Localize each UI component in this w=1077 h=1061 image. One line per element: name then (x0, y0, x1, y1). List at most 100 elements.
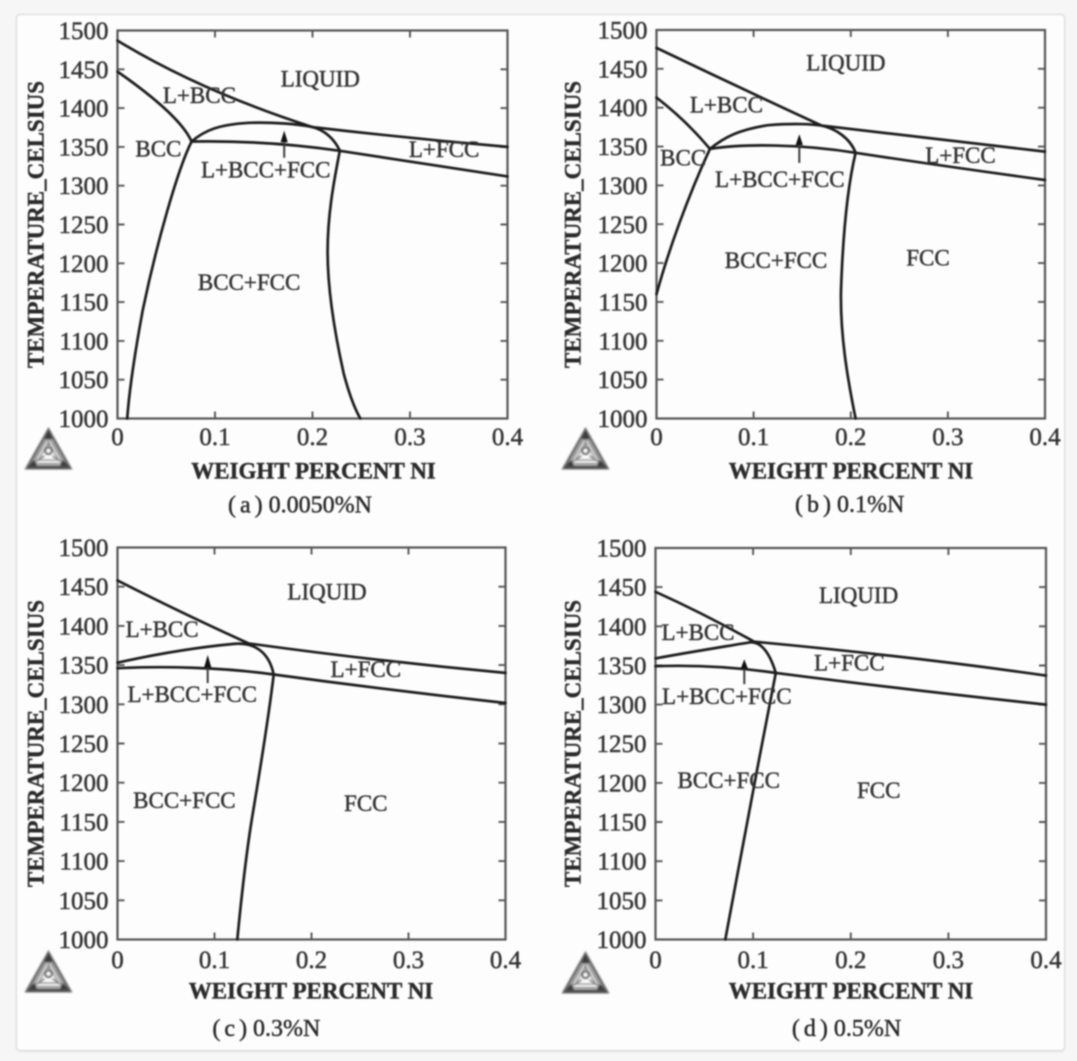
svg-text:WEIGHT PERCENT NI: WEIGHT PERCENT NI (729, 979, 974, 1004)
svg-text:1000: 1000 (598, 406, 648, 433)
svg-text:TEMPERATURE_CELSIUS: TEMPERATURE_CELSIUS (23, 600, 48, 887)
svg-text:1300: 1300 (59, 692, 109, 719)
svg-text:FCC: FCC (857, 778, 900, 803)
svg-text:FCC: FCC (906, 246, 949, 271)
svg-text:1500: 1500 (597, 536, 647, 563)
svg-text:0.1: 0.1 (738, 424, 769, 451)
svg-text:BCC+FCC: BCC+FCC (725, 248, 827, 273)
svg-text:1400: 1400 (59, 96, 109, 123)
svg-text:1450: 1450 (597, 575, 647, 602)
svg-text:L+BCC: L+BCC (126, 617, 199, 642)
svg-text:1150: 1150 (598, 289, 647, 316)
svg-text:L+FCC: L+FCC (925, 143, 996, 168)
svg-text:L+FCC: L+FCC (409, 137, 480, 162)
svg-text:L+BCC+FCC: L+BCC+FCC (662, 684, 792, 709)
svg-text:0.3: 0.3 (933, 947, 964, 974)
svg-text:WEIGHT PERCENT NI: WEIGHT PERCENT NI (189, 979, 434, 1004)
svg-text:1400: 1400 (597, 614, 647, 641)
svg-text:0.3: 0.3 (932, 424, 963, 451)
svg-text:BCC+FCC: BCC+FCC (198, 270, 300, 295)
svg-text:1400: 1400 (59, 613, 109, 640)
svg-text:LIQUID: LIQUID (806, 51, 885, 76)
svg-text:0: 0 (649, 947, 662, 974)
svg-text:BCC+FCC: BCC+FCC (133, 788, 235, 813)
svg-text:1200: 1200 (59, 251, 109, 278)
svg-text:1100: 1100 (59, 328, 108, 355)
svg-text:1100: 1100 (597, 849, 646, 876)
svg-text:1500: 1500 (59, 18, 109, 45)
svg-text:1150: 1150 (59, 290, 108, 317)
svg-text:FCC: FCC (344, 791, 387, 816)
svg-text:0.4: 0.4 (490, 947, 522, 974)
svg-text:LIQUID: LIQUID (287, 579, 366, 604)
svg-text:1200: 1200 (597, 770, 647, 797)
svg-text:0.2: 0.2 (297, 424, 328, 451)
svg-text:1350: 1350 (597, 653, 647, 680)
svg-text:1150: 1150 (59, 809, 108, 836)
svg-text:0.1: 0.1 (199, 424, 230, 451)
svg-text:1150: 1150 (597, 810, 646, 837)
svg-text:1350: 1350 (59, 653, 109, 680)
svg-text:1350: 1350 (59, 134, 109, 161)
svg-text:1250: 1250 (59, 731, 109, 758)
svg-text:1250: 1250 (597, 731, 647, 758)
svg-text:1200: 1200 (598, 251, 648, 278)
svg-text:1000: 1000 (597, 927, 647, 954)
svg-text:0.2: 0.2 (835, 947, 866, 974)
svg-text:1300: 1300 (597, 692, 647, 719)
svg-text:BCC: BCC (135, 137, 181, 162)
svg-text:1050: 1050 (59, 888, 109, 915)
svg-text:1350: 1350 (598, 134, 648, 161)
svg-text:(d) 0.5%N: (d) 0.5%N (792, 1016, 901, 1042)
svg-text:0.2: 0.2 (296, 947, 327, 974)
svg-text:WEIGHT PERCENT NI: WEIGHT PERCENT NI (729, 458, 974, 483)
svg-text:0.1: 0.1 (737, 947, 768, 974)
svg-text:0.4: 0.4 (492, 424, 524, 451)
svg-text:1050: 1050 (59, 367, 109, 394)
svg-text:1450: 1450 (59, 574, 109, 601)
svg-text:(c) 0.3%N: (c) 0.3%N (212, 1016, 320, 1042)
svg-text:TEMPERATURE_CELSIUS: TEMPERATURE_CELSIUS (561, 600, 586, 887)
svg-text:1100: 1100 (598, 328, 647, 355)
svg-text:TEMPERATURE_CELSIUS: TEMPERATURE_CELSIUS (23, 81, 48, 368)
svg-text:L+BCC: L+BCC (163, 83, 236, 108)
svg-text:1500: 1500 (59, 535, 109, 562)
svg-text:1500: 1500 (598, 18, 648, 45)
svg-text:0.1: 0.1 (199, 947, 230, 974)
svg-text:0.4: 0.4 (1029, 424, 1061, 451)
svg-text:1050: 1050 (598, 367, 648, 394)
svg-text:BCC: BCC (660, 145, 706, 170)
svg-text:0.2: 0.2 (835, 424, 866, 451)
svg-text:TEMPERATURE_CELSIUS: TEMPERATURE_CELSIUS (561, 81, 586, 368)
svg-text:(a) 0.0050%N: (a) 0.0050%N (228, 493, 372, 519)
svg-text:1400: 1400 (598, 95, 648, 122)
svg-text:1000: 1000 (59, 927, 109, 954)
svg-text:LIQUID: LIQUID (819, 583, 898, 608)
svg-text:L+BCC+FCC: L+BCC+FCC (127, 682, 257, 707)
svg-text:BCC+FCC: BCC+FCC (677, 768, 779, 793)
svg-text:0.4: 0.4 (1030, 947, 1062, 974)
svg-text:1200: 1200 (59, 770, 109, 797)
svg-text:0: 0 (111, 947, 124, 974)
svg-text:1000: 1000 (59, 406, 109, 433)
svg-text:L+BCC: L+BCC (661, 620, 734, 645)
svg-text:LIQUID: LIQUID (281, 67, 360, 92)
svg-text:1100: 1100 (59, 849, 108, 876)
svg-text:L+FCC: L+FCC (331, 657, 402, 682)
svg-text:(b) 0.1%N: (b) 0.1%N (795, 492, 904, 518)
svg-text:1300: 1300 (59, 173, 109, 200)
svg-text:0.3: 0.3 (394, 424, 425, 451)
svg-text:1300: 1300 (598, 173, 648, 200)
svg-text:WEIGHT PERCENT NI: WEIGHT PERCENT NI (191, 458, 436, 483)
svg-text:1250: 1250 (59, 212, 109, 239)
svg-text:0: 0 (650, 424, 663, 451)
svg-text:0: 0 (111, 424, 124, 451)
svg-text:1450: 1450 (59, 57, 109, 84)
svg-text:1050: 1050 (597, 888, 647, 915)
svg-text:1450: 1450 (598, 56, 648, 83)
svg-text:L+FCC: L+FCC (814, 650, 885, 675)
svg-text:0.3: 0.3 (393, 947, 424, 974)
svg-text:L+BCC+FCC: L+BCC+FCC (201, 157, 331, 182)
svg-text:L+BCC: L+BCC (690, 93, 763, 118)
svg-text:1250: 1250 (598, 212, 648, 239)
